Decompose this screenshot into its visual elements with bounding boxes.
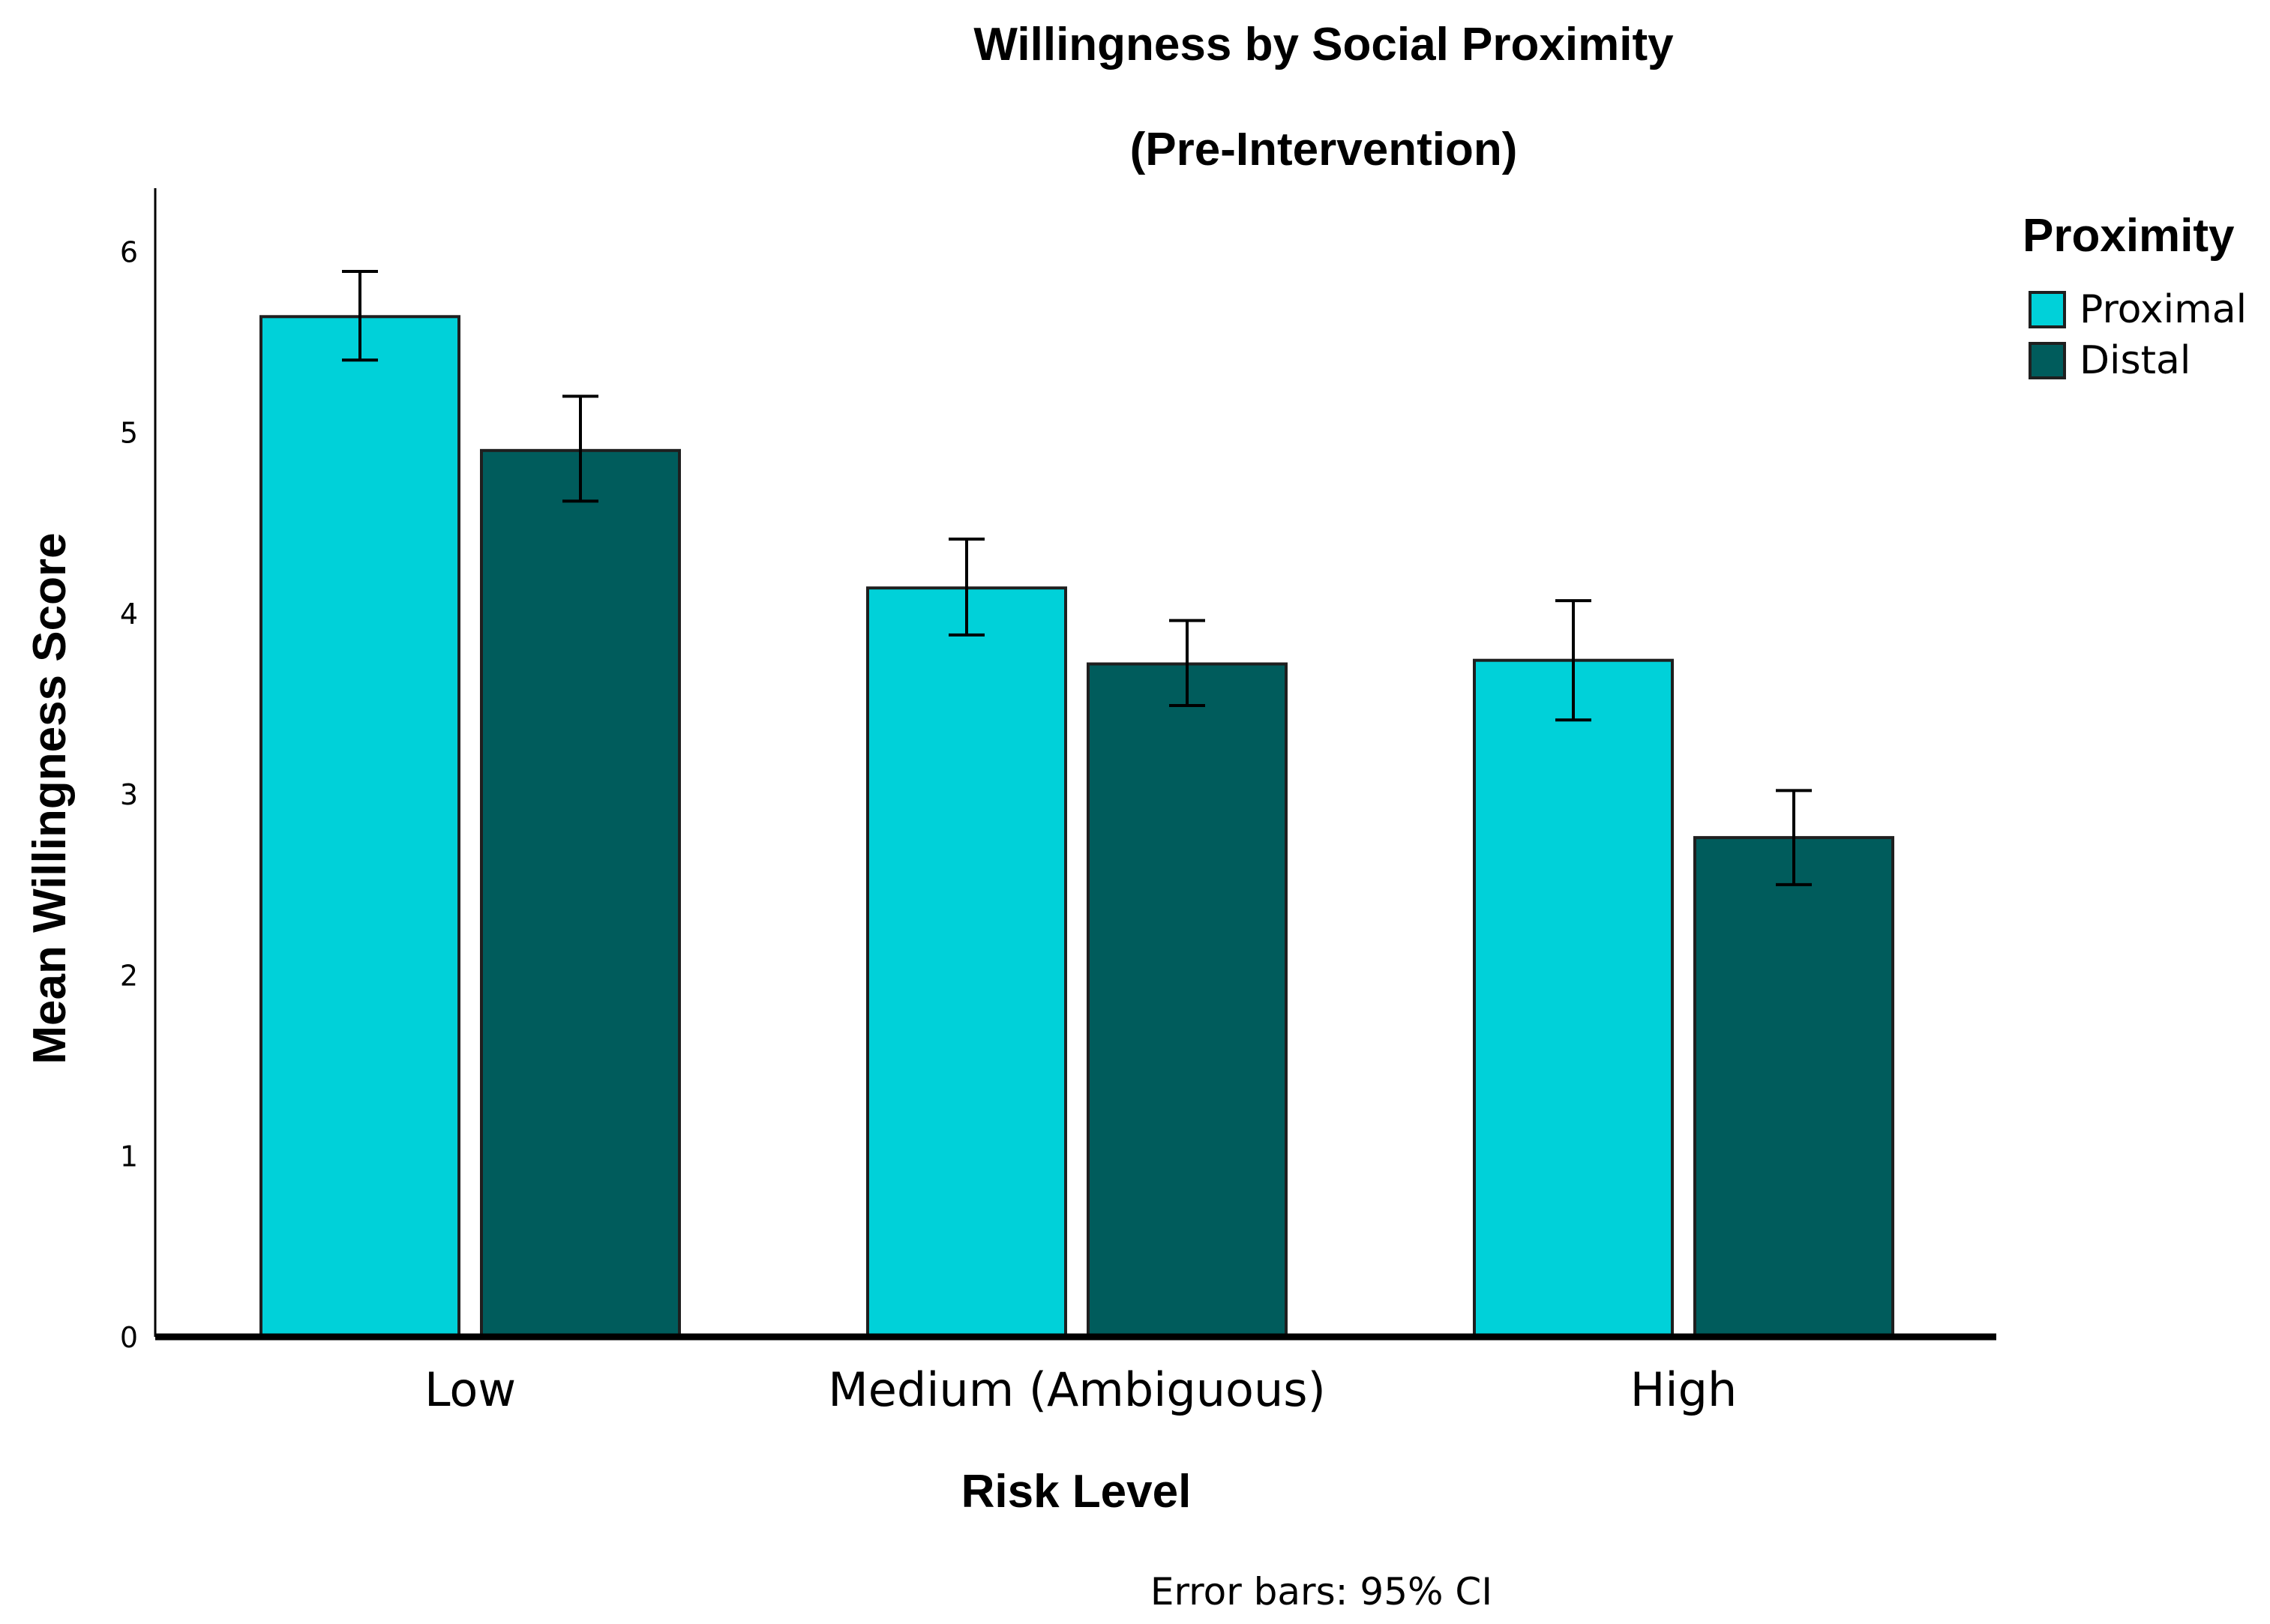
x-axis-title: Risk Level [961,1466,1192,1518]
y-tick-label: 4 [120,598,138,631]
y-tick-label: 5 [120,417,138,450]
error-bars-layer [342,269,1812,886]
y-tick-labels: 0 1 2 3 4 5 6 [120,235,138,1354]
y-tick-label: 3 [120,778,138,811]
legend-label: Proximal [2080,287,2247,332]
bar-distal-0 [480,448,681,1338]
chart-subtitle: (Pre-Intervention) [1130,124,1518,175]
y-tick-label: 6 [120,235,138,268]
error-bar-distal-1 [1169,619,1205,708]
x-tick-label: High [1630,1362,1738,1417]
bar-distal-2 [1693,836,1894,1338]
legend-item-distal: Distal [2029,338,2191,383]
bars-layer [259,315,1894,1339]
error-bars-footnote: Error bars: 95% CI [1150,1570,1492,1614]
bar-proximal-1 [866,586,1067,1338]
error-bar-proximal-1 [949,538,985,637]
legend-swatch [2029,342,2066,379]
x-tick-labels: Low Medium (Ambiguous) High [424,1362,1737,1417]
y-tick-label: 2 [120,959,138,992]
x-tick-label: Low [424,1362,516,1417]
bar-proximal-0 [259,315,460,1339]
legend: Proximity Proximal Distal [2023,210,2247,383]
bar-proximal-2 [1473,658,1674,1338]
x-tick-label: Medium (Ambiguous) [828,1362,1326,1417]
chart-title: Willingness by Social Proximity [973,19,1674,70]
legend-label: Distal [2080,338,2191,383]
legend-item-proximal: Proximal [2029,287,2247,332]
error-bar-proximal-2 [1555,599,1591,722]
y-tick-label: 1 [120,1140,138,1173]
error-bar-distal-2 [1776,789,1812,886]
y-axis-title: Mean Willingness Score [24,532,76,1064]
legend-swatch [2029,291,2066,328]
error-bar-proximal-0 [342,269,378,362]
bar-distal-1 [1087,662,1288,1338]
legend-items: Proximal Distal [2029,287,2247,383]
y-tick-label: 0 [120,1321,138,1354]
legend-title: Proximity [2023,210,2235,262]
axes-layer [154,188,1996,1341]
error-bar-distal-0 [562,394,598,503]
